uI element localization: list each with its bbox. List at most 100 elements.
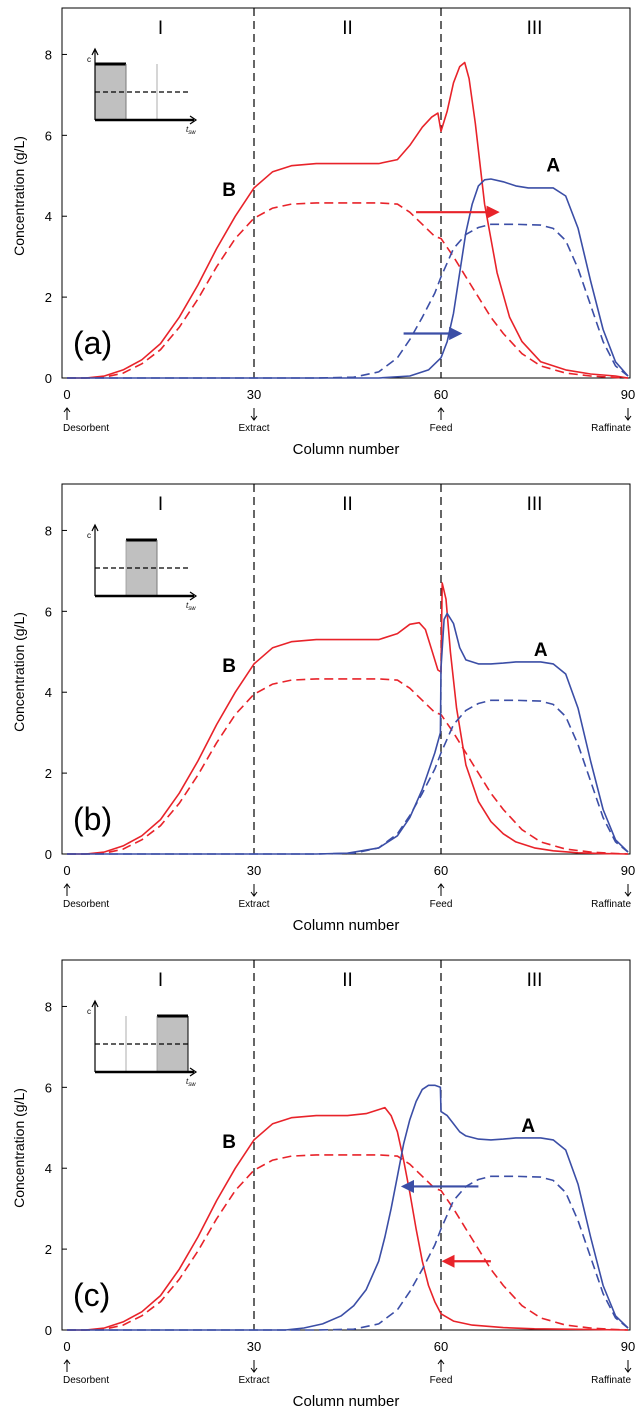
- y-tick-label: 0: [45, 1323, 52, 1338]
- x-tick-label: 0: [63, 863, 70, 878]
- inlet-arrow-icon: [63, 407, 71, 420]
- y-tick-label: 6: [45, 604, 52, 619]
- x-tick-label: 0: [63, 387, 70, 402]
- inset-x-label: tsw: [186, 601, 196, 612]
- species-label-a: A: [534, 640, 548, 661]
- x-tick-label: 30: [247, 387, 261, 402]
- x-tick-label: 0: [63, 1339, 70, 1354]
- port-label-extract: Extract: [238, 899, 269, 910]
- inset-x-arrow-icon: [189, 1067, 198, 1077]
- y-tick-label: 4: [45, 1161, 52, 1176]
- zone-label-I: I: [158, 494, 163, 515]
- species-a-dashed-line: [67, 223, 629, 379]
- inset-y-label: c: [87, 1007, 91, 1016]
- inset-pulse-schematic: c tsw: [87, 47, 198, 136]
- inset-x-arrow-icon: [189, 115, 198, 125]
- zone-label-III: III: [527, 494, 543, 515]
- port-label-desorbent: Desorbent: [63, 423, 109, 434]
- plot-frame: [61, 959, 631, 1331]
- inset-x-label: tsw: [186, 125, 196, 136]
- inset-x-arrow-icon: [189, 591, 198, 601]
- zone-label-II: II: [342, 18, 353, 39]
- inset-x-label-subscript: sw: [188, 1082, 196, 1088]
- zone-label-II: II: [342, 494, 353, 515]
- y-tick-label: 2: [45, 290, 52, 305]
- port-label-feed: Feed: [430, 899, 453, 910]
- panel-label: (b): [73, 801, 112, 837]
- panel-label: (a): [73, 325, 112, 361]
- y-tick-label: 8: [45, 523, 52, 538]
- species-a-dashed-line: [67, 699, 629, 855]
- y-tick-label: 4: [45, 685, 52, 700]
- y-tick-label: 0: [45, 847, 52, 862]
- y-tick-label: 6: [45, 128, 52, 143]
- species-b-dashed-line: [67, 202, 629, 379]
- species-b-solid-line: [67, 582, 629, 855]
- x-axis-title: Column number: [293, 917, 400, 934]
- inset-pulse-schematic: c tsw: [87, 523, 198, 612]
- inlet-arrow-icon: [437, 883, 445, 896]
- x-tick-label: 30: [247, 1339, 261, 1354]
- x-axis-title: Column number: [293, 441, 400, 458]
- inset-y-arrow-icon: [91, 523, 99, 532]
- y-tick-label: 0: [45, 371, 52, 386]
- x-tick-label: 30: [247, 863, 261, 878]
- y-tick-label: 8: [45, 999, 52, 1014]
- y-axis-title: Concentration (g/L): [11, 136, 27, 256]
- outlet-arrow-icon: [624, 408, 632, 421]
- outlet-arrow-icon: [624, 884, 632, 897]
- port-label-feed: Feed: [430, 423, 453, 434]
- species-b-dashed-line: [67, 678, 629, 855]
- y-tick-label: 4: [45, 209, 52, 224]
- species-b-solid-line: [67, 1106, 629, 1331]
- species-label-a: A: [521, 1116, 535, 1137]
- inset-y-arrow-icon: [91, 47, 99, 56]
- port-label-raffinate: Raffinate: [591, 1375, 631, 1386]
- species-a-solid-line: [67, 1084, 629, 1331]
- inset-y-arrow-icon: [91, 999, 99, 1008]
- species-label-b: B: [222, 1132, 236, 1153]
- inset-y-label: c: [87, 55, 91, 64]
- plot-frame: [61, 7, 631, 379]
- y-tick-label: 6: [45, 1080, 52, 1095]
- inlet-arrow-icon: [63, 1359, 71, 1372]
- y-tick-label: 8: [45, 47, 52, 62]
- species-label-b: B: [222, 180, 236, 201]
- species-b-solid-line: [67, 61, 629, 379]
- x-tick-label: 60: [434, 387, 448, 402]
- zone-label-II: II: [342, 970, 353, 991]
- port-label-feed: Feed: [430, 1375, 453, 1386]
- port-label-desorbent: Desorbent: [63, 899, 109, 910]
- x-tick-label: 90: [621, 863, 635, 878]
- outlet-arrow-icon: [250, 408, 258, 421]
- zone-label-III: III: [527, 970, 543, 991]
- species-a-solid-line: [67, 178, 629, 379]
- inset-x-label-subscript: sw: [188, 606, 196, 612]
- zone-label-III: III: [527, 18, 543, 39]
- species-label-b: B: [222, 656, 236, 677]
- x-axis-title: Column number: [293, 1393, 400, 1410]
- inlet-arrow-icon: [437, 407, 445, 420]
- inlet-arrow-icon: [437, 1359, 445, 1372]
- inset-x-label: tsw: [186, 1077, 196, 1088]
- inset-y-label: c: [87, 531, 91, 540]
- outlet-arrow-icon: [624, 1360, 632, 1373]
- y-tick-label: 2: [45, 766, 52, 781]
- species-a-solid-line: [67, 612, 629, 855]
- zone-label-I: I: [158, 18, 163, 39]
- x-tick-label: 90: [621, 1339, 635, 1354]
- panel-label: (c): [73, 1277, 110, 1313]
- port-label-extract: Extract: [238, 423, 269, 434]
- species-label-a: A: [546, 156, 560, 177]
- zone-label-I: I: [158, 970, 163, 991]
- y-axis-title: Concentration (g/L): [11, 1088, 27, 1208]
- x-tick-label: 60: [434, 863, 448, 878]
- x-tick-label: 90: [621, 387, 635, 402]
- port-label-raffinate: Raffinate: [591, 899, 631, 910]
- outlet-arrow-icon: [250, 1360, 258, 1373]
- species-a-dashed-line: [67, 1175, 629, 1331]
